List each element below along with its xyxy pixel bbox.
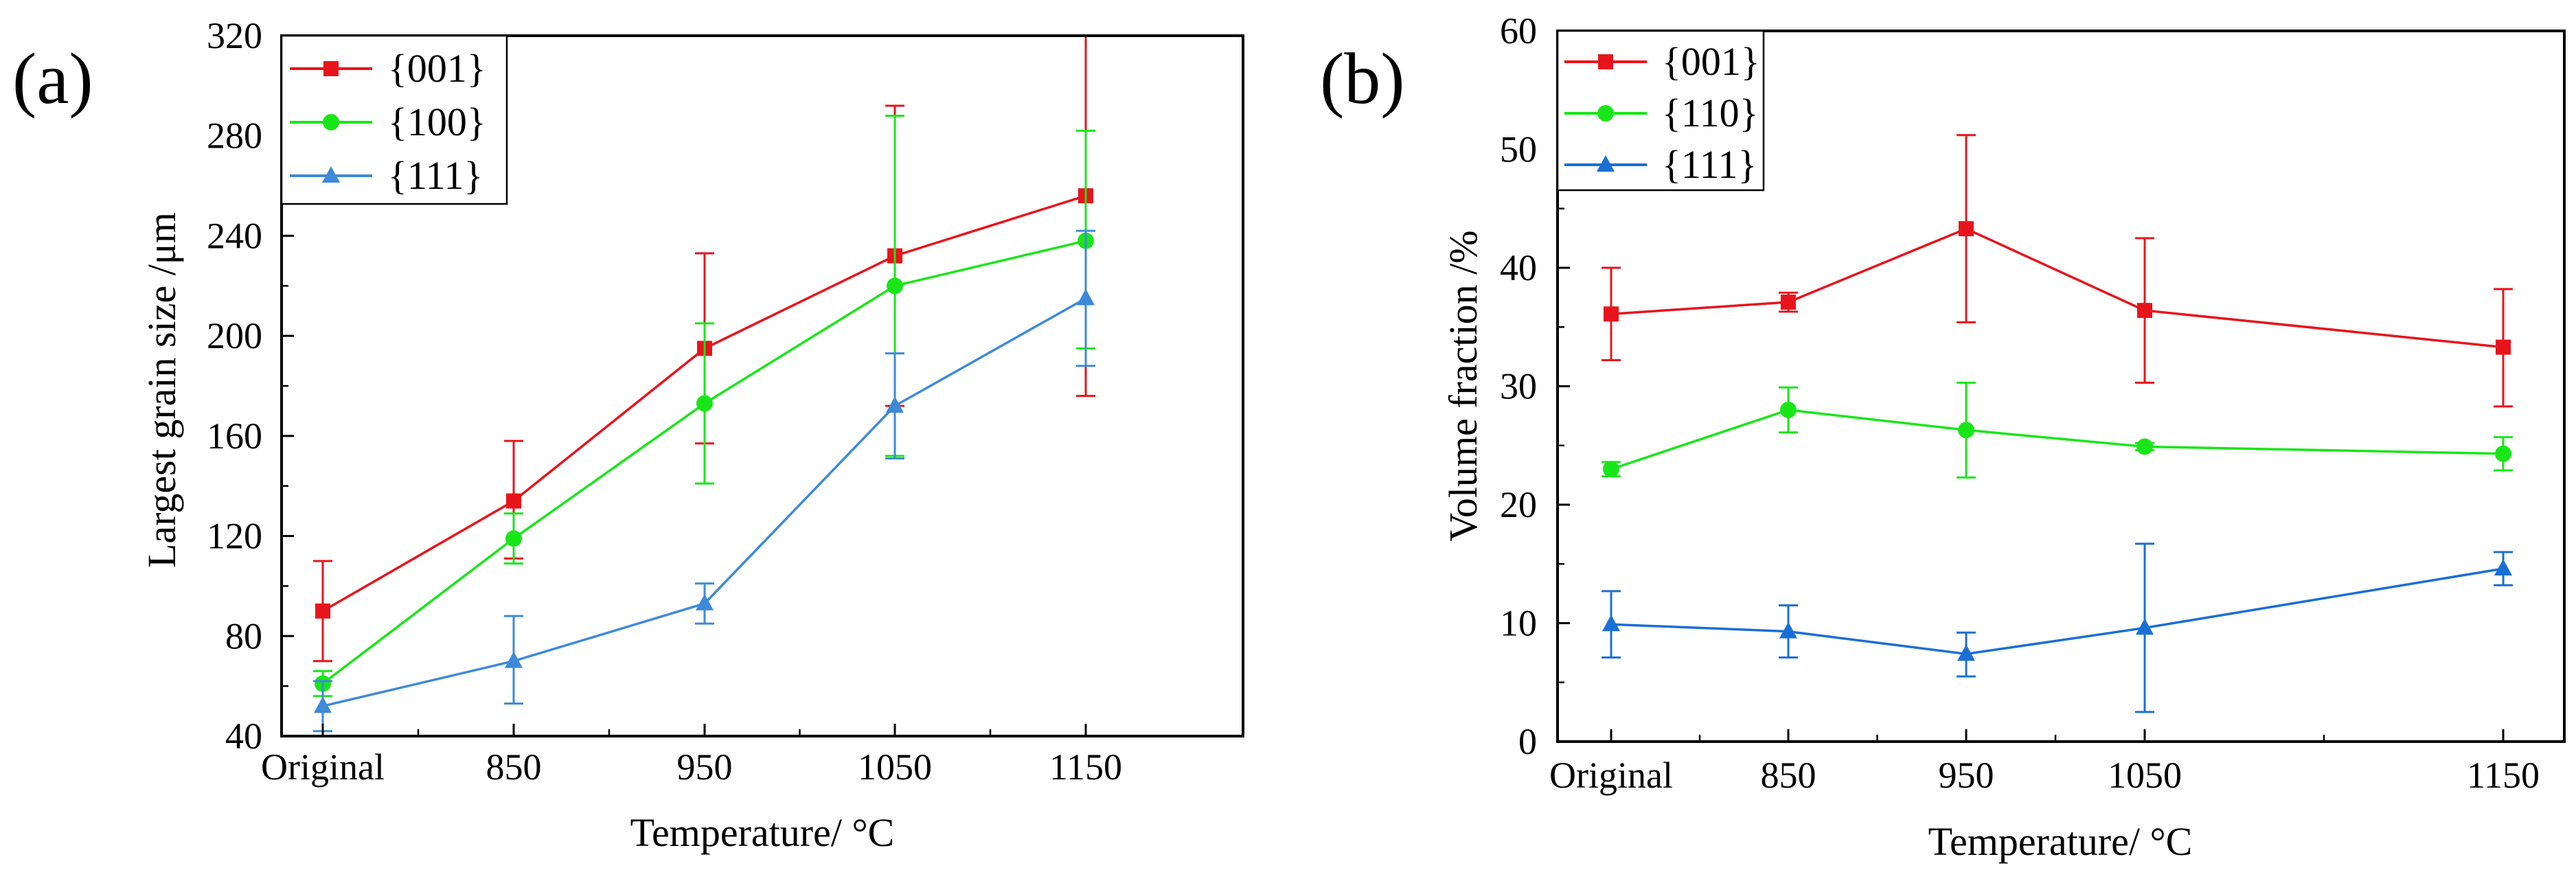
- y-tick-label-a-40: 40: [225, 716, 262, 757]
- legend-b-110-label: {110}: [1662, 91, 1759, 135]
- point-a-111-4: [1077, 288, 1095, 306]
- point-b-111-2: [1957, 644, 1975, 661]
- y-tick-label-b-0: 0: [1518, 721, 1537, 762]
- x-tick-label-a-850: 850: [486, 746, 542, 788]
- point-a-001-1: [506, 493, 521, 509]
- point-b-110-4: [2495, 445, 2511, 462]
- panel-a-ticks: 40 80 120 160 200 240 280 320 Original 850 950 1050…: [207, 15, 1122, 788]
- y-tick-label-b-20: 20: [1500, 484, 1537, 525]
- panel-b-label: (b): [1320, 38, 1405, 119]
- panel-a-x-axis-title: Temperature/ °C: [630, 810, 895, 855]
- y-tick-label-a-240: 240: [207, 215, 262, 256]
- x-tick-label-a-950: 950: [677, 746, 733, 788]
- panel-a-legend: {001} {100} {111}: [280, 34, 508, 205]
- x-tick-label-a-1150: 1150: [1049, 746, 1122, 788]
- panel-b-y-axis-title: Volume fraction /%: [1441, 230, 1485, 541]
- legend-b-001-label: {001}: [1662, 39, 1760, 84]
- legend-a-100-label: {100}: [388, 100, 486, 144]
- x-tick-label-b-1050: 1050: [2108, 755, 2182, 796]
- x-tick-label-b-1150: 1150: [2467, 755, 2540, 796]
- y-tick-label-a-200: 200: [207, 315, 262, 356]
- legend-a-111-marker: [322, 166, 340, 183]
- y-tick-label-b-50: 50: [1500, 129, 1537, 170]
- series-b-001: [1602, 134, 2513, 408]
- point-b-111-4: [2494, 559, 2512, 576]
- y-tick-label-a-320: 320: [207, 15, 262, 56]
- x-tick-label-b-950: 950: [1939, 755, 1994, 796]
- series-line-b-001: [1610, 227, 2504, 349]
- legend-a-001-marker: [323, 61, 339, 76]
- legend-b-001-marker: [1598, 54, 1613, 69]
- y-tick-label-a-280: 280: [207, 115, 262, 157]
- series-b-110: [1602, 381, 2513, 479]
- point-a-111-1: [505, 651, 523, 668]
- panel-a-series: [313, 34, 1095, 733]
- y-tick-label-a-120: 120: [207, 516, 262, 557]
- point-a-100-3: [887, 277, 903, 295]
- point-b-111-0: [1602, 615, 1620, 632]
- y-tick-label-b-30: 30: [1500, 366, 1537, 407]
- legend-a-111-label: {111}: [388, 153, 483, 198]
- point-a-111-0: [314, 696, 332, 713]
- x-tick-label-a-1050: 1050: [858, 746, 932, 788]
- point-b-110-1: [1780, 402, 1797, 418]
- point-b-001-4: [2496, 339, 2511, 355]
- y-tick-label-b-60: 60: [1500, 10, 1537, 51]
- legend-a-001-label: {001}: [388, 46, 486, 91]
- panel-b-ticks: 0 10 20 30 40 50 60 Original 850 950 1050 1150: [1500, 10, 2540, 796]
- point-b-111-3: [2136, 618, 2154, 635]
- panel-a-label: (a): [12, 38, 93, 119]
- x-tick-label-b-original: Original: [1549, 755, 1673, 796]
- point-b-110-0: [1603, 461, 1619, 478]
- point-b-001-2: [1959, 221, 1974, 237]
- panel-b-series: [1602, 134, 2513, 713]
- x-tick-label-a-original: Original: [261, 746, 385, 788]
- legend-b-110-marker: [1597, 105, 1614, 122]
- legend-a-100-marker: [323, 114, 339, 130]
- panel-a: (a) 40 80 120 160 200 240 280 320 Original 850 950…: [12, 15, 1244, 855]
- point-b-001-1: [1781, 295, 1796, 310]
- x-tick-label-b-850: 850: [1761, 755, 1816, 796]
- series-line-b-111: [1610, 567, 2504, 656]
- series-line-b-110: [1610, 409, 2504, 470]
- y-tick-label-a-80: 80: [225, 615, 262, 656]
- panel-b-legend: {001} {110} {111}: [1556, 30, 1765, 192]
- point-a-100-1: [505, 530, 522, 547]
- point-b-110-2: [1958, 422, 1974, 439]
- point-a-100-2: [696, 395, 713, 412]
- y-tick-label-a-160: 160: [207, 415, 262, 457]
- point-b-001-3: [2137, 303, 2152, 319]
- point-b-001-0: [1604, 306, 1619, 322]
- point-a-001-0: [315, 603, 330, 619]
- point-a-111-2: [696, 593, 714, 610]
- legend-b-111-label: {111}: [1662, 142, 1757, 187]
- legend-b-111-marker: [1597, 155, 1615, 172]
- point-b-111-1: [1779, 621, 1797, 639]
- y-tick-label-b-40: 40: [1500, 247, 1537, 288]
- point-a-111-3: [886, 396, 904, 413]
- panel-b-x-axis-title: Temperature/ °C: [1928, 819, 2193, 864]
- point-b-110-3: [2136, 438, 2153, 455]
- panel-a-y-axis-title: Largest grain size /μm: [139, 212, 184, 568]
- y-tick-label-b-10: 10: [1500, 603, 1537, 644]
- series-a-111: [313, 229, 1095, 733]
- series-b-111: [1602, 542, 2513, 713]
